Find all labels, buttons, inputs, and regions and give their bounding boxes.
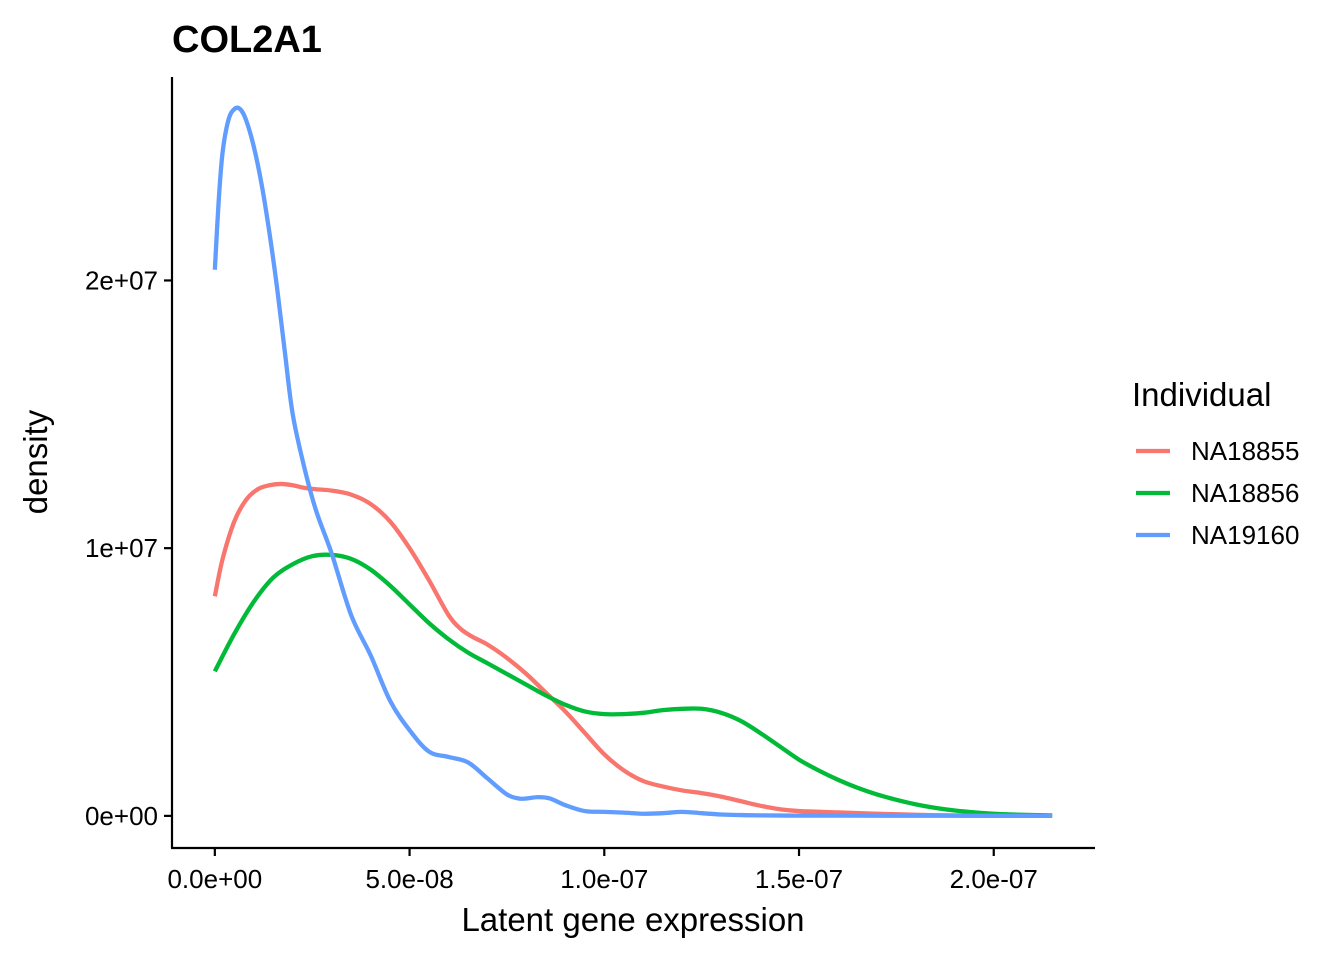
legend-label-na19160: NA19160 [1191, 520, 1299, 550]
series-line-na19160 [212, 105, 1053, 818]
x-tick-label: 0.0e+00 [167, 864, 262, 894]
legend: Individual NA18855 NA18856 NA19160 [1132, 376, 1299, 550]
series-layer [212, 105, 1053, 818]
legend-label-na18855: NA18855 [1191, 436, 1299, 466]
y-axis-ticks: 0e+00 1e+07 2e+07 [85, 265, 172, 831]
y-tick-label: 2e+07 [85, 265, 158, 295]
x-axis-ticks: 0.0e+00 5.0e-08 1.0e-07 1.5e-07 2.0e-07 [167, 848, 1038, 894]
legend-label-na18856: NA18856 [1191, 478, 1299, 508]
x-axis-title: Latent gene expression [461, 901, 804, 938]
y-tick-label: 1e+07 [85, 533, 158, 563]
chart-title: COL2A1 [172, 19, 322, 61]
x-tick-label: 1.0e-07 [560, 864, 648, 894]
y-axis-title: density [17, 409, 54, 514]
series-line-na18855 [212, 481, 1053, 818]
x-tick-label: 2.0e-07 [950, 864, 1038, 894]
y-tick-label: 0e+00 [85, 801, 158, 831]
legend-title: Individual [1132, 376, 1271, 413]
x-tick-label: 5.0e-08 [365, 864, 453, 894]
series-line-na18856 [212, 552, 1053, 818]
x-tick-label: 1.5e-07 [755, 864, 843, 894]
